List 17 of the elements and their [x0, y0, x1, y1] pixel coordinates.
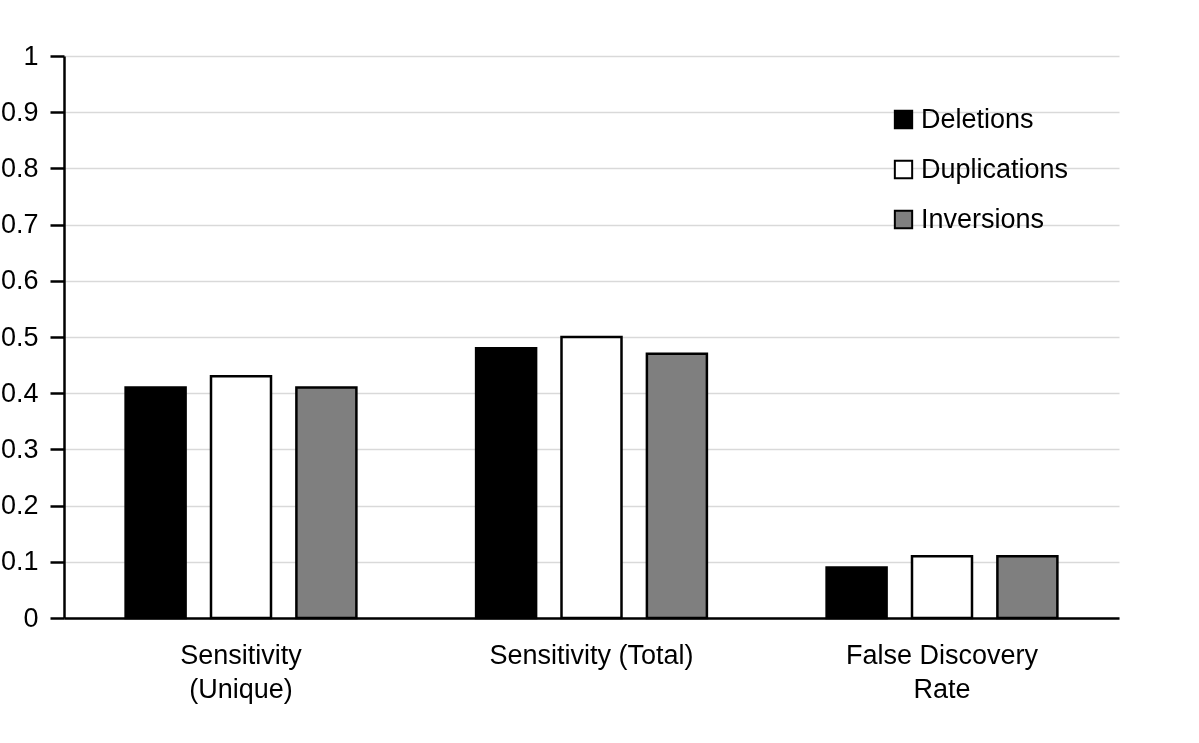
y-tick-label: 0.8: [0, 152, 39, 183]
y-tick-label: 0.1: [0, 546, 39, 577]
y-tick-label: 0.2: [0, 490, 39, 521]
y-tick-label: 0.7: [0, 209, 39, 240]
y-tick-label: 0.9: [0, 96, 39, 127]
y-tick-label: 0.3: [0, 433, 39, 464]
legend-label: Duplications: [921, 153, 1069, 184]
legend-label: Deletions: [921, 103, 1034, 134]
legend-label: Inversions: [921, 203, 1045, 234]
x-tick-label: False Discovery Rate: [845, 639, 1039, 704]
y-tick-label: 0: [23, 602, 39, 633]
y-tick-label: 0.5: [0, 321, 39, 352]
y-tick-label: 0.4: [0, 377, 39, 408]
y-tick-label: 0.6: [0, 265, 39, 296]
x-tick-label: Sensitivity (Total): [489, 639, 694, 670]
y-tick-label: 1: [23, 40, 39, 71]
x-tick-label: Sensitivity (Unique): [180, 639, 303, 704]
